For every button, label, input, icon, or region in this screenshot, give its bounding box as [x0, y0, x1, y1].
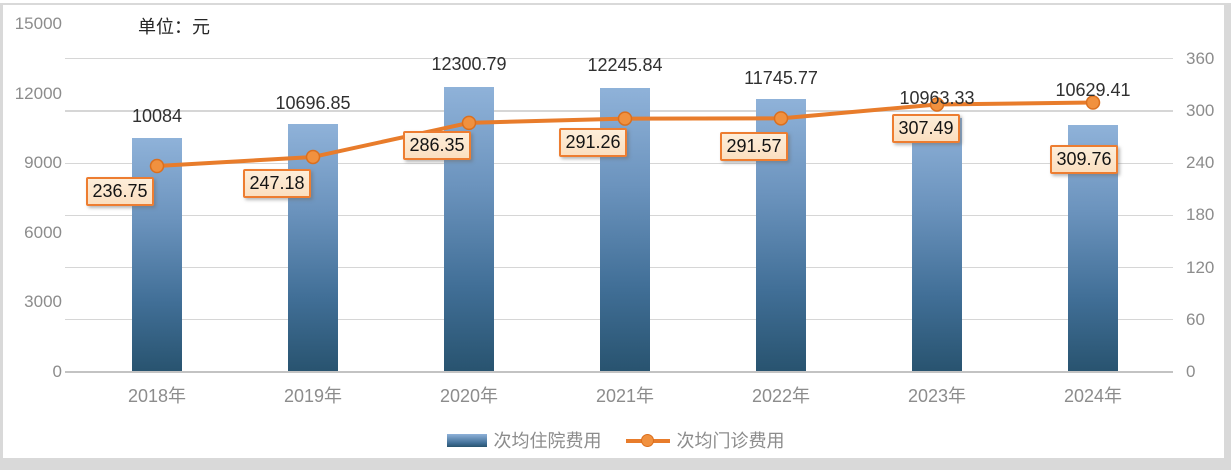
bar-value-label: 12300.79 [431, 54, 507, 74]
line-marker [149, 158, 165, 174]
category-label: 2019年 [283, 386, 343, 406]
frame-top [0, 3, 1231, 5]
right-axis-tick-label: 60 [1186, 309, 1205, 329]
bar-value-label: 10696.85 [275, 93, 351, 113]
legend-item-bar-series: 次均住院费用 [446, 427, 602, 453]
right-axis-tick-label: 0 [1186, 362, 1196, 381]
frame-bottom [0, 458, 1231, 470]
right-axis-tick-label: 300 [1186, 101, 1215, 120]
right-axis-tick-label: 180 [1186, 205, 1215, 225]
right-axis-tick-label: 360 [1186, 48, 1215, 68]
legend-label-line-series: 次均门诊费用 [676, 431, 785, 451]
bar-value-label: 12245.84 [587, 55, 663, 75]
line-marker [305, 149, 321, 165]
category-label: 2018年 [127, 386, 187, 406]
category-label: 2020年 [439, 386, 499, 406]
line-data-label: 291.26 [559, 127, 627, 157]
line-marker [773, 111, 789, 126]
legend-label-bar-series: 次均住院费用 [493, 431, 602, 451]
line-data-label: 286.35 [403, 130, 471, 160]
line-data-label: 307.49 [892, 114, 960, 144]
left-axis-tick-label: 15000 [14, 14, 62, 33]
category-label: 2023年 [907, 386, 967, 406]
bar-2023年 [912, 117, 962, 372]
line-marker [1085, 95, 1101, 110]
frame-right [1224, 3, 1231, 458]
line-data-label: 236.75 [86, 177, 154, 207]
line-series-swatch-icon [625, 433, 670, 447]
category-label: 2022年 [751, 386, 811, 406]
line-marker [929, 97, 945, 112]
right-axis-tick-label: 240 [1186, 153, 1215, 173]
bar-value-label: 10629.41 [1055, 80, 1131, 100]
line-data-label: 291.57 [720, 132, 788, 162]
right-axis-tick-label: 120 [1186, 257, 1215, 277]
bar-value-label: 10084 [131, 106, 183, 126]
bar-value-label: 10963.33 [899, 88, 975, 108]
line-data-label: 247.18 [243, 168, 311, 198]
unit-label: 单位：元 [138, 17, 210, 37]
legend: 次均住院费用 次均门诊费用 [0, 427, 1231, 453]
category-label: 2021年 [595, 386, 655, 406]
line-data-label: 309.76 [1050, 144, 1118, 174]
bar-2019年 [288, 123, 338, 372]
left-axis-tick-label: 0 [52, 362, 62, 381]
left-axis-tick-label: 3000 [24, 292, 62, 312]
left-axis-tick-label: 9000 [24, 153, 62, 173]
frame-left [0, 3, 3, 458]
x-axis-line [65, 371, 1173, 373]
category-label: 2024年 [1063, 386, 1123, 406]
line-marker [461, 115, 477, 131]
gridline [65, 58, 1173, 60]
bar-value-label: 11745.77 [744, 68, 818, 88]
line-marker [617, 111, 633, 126]
left-axis-tick-label: 12000 [14, 83, 62, 103]
bar-series-swatch-icon [446, 433, 487, 447]
legend-item-line-series: 次均门诊费用 [625, 427, 785, 453]
left-axis-tick-label: 6000 [24, 222, 62, 242]
